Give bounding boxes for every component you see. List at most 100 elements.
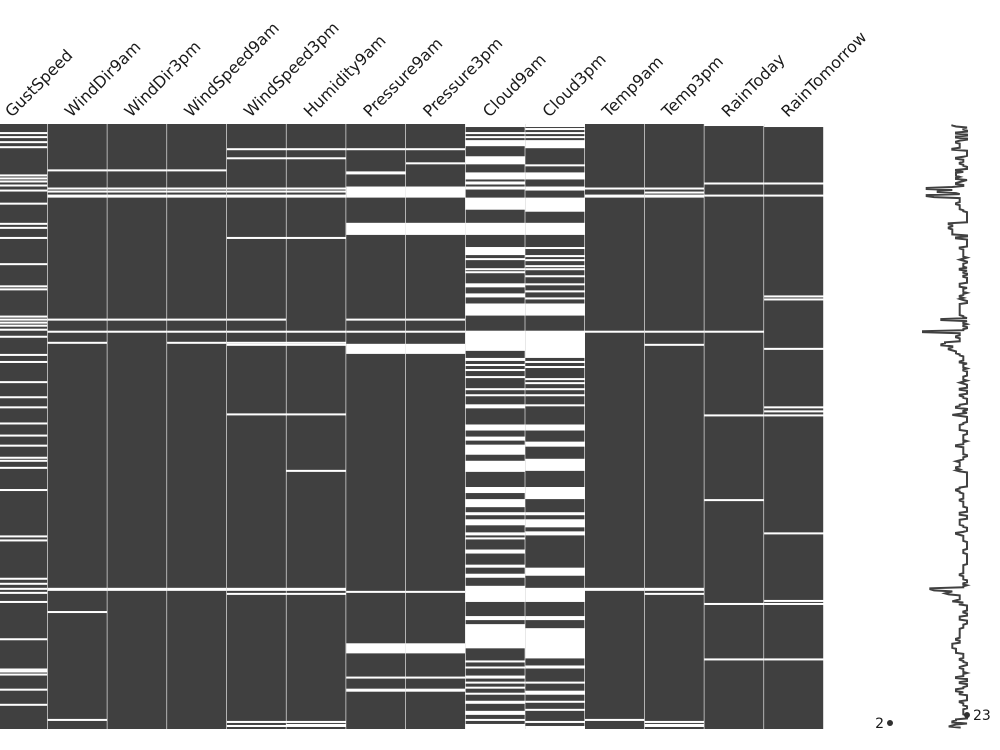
missing-band-windspeed9am-2 (167, 190, 227, 193)
column-raintomorrow-filled (764, 124, 824, 729)
missing-band-cloud3pm-35 (525, 567, 585, 576)
missing-band-cloud9am-2 (465, 136, 526, 139)
missing-band-cloud9am-40 (465, 624, 526, 649)
missing-band-cloud3pm-31 (525, 487, 585, 500)
missing-band-cloud3pm-20 (525, 330, 585, 358)
missing-band-temp9am-0 (585, 187, 645, 190)
missing-band-gustspeed-16 (0, 315, 48, 318)
missing-band-windspeed9am-1 (167, 187, 227, 190)
missing-band-raintoday-5 (704, 499, 765, 502)
missing-band-cloud3pm-5 (525, 164, 585, 167)
missing-band-cloud3pm-27 (525, 404, 585, 407)
missing-band-cloud9am-48 (465, 710, 526, 715)
missing-band-gustspeed-0 (0, 132, 48, 135)
missing-band-windspeed3pm-9 (226, 343, 287, 346)
missing-band-gustspeed-38 (0, 587, 48, 590)
missing-band-pressure9am-10 (346, 688, 406, 692)
missing-band-cloud9am-30 (465, 499, 526, 508)
missing-band-pressure3pm-9 (405, 676, 466, 679)
missing-band-gustspeed-17 (0, 318, 48, 321)
column-winddir3pm (107, 124, 168, 729)
missing-band-windspeed3pm-7 (226, 330, 287, 333)
column-humidity9am (286, 124, 347, 729)
missing-band-winddir3pm-6 (107, 587, 168, 591)
missing-band-cloud9am-11 (465, 258, 526, 261)
missing-band-cloud3pm-4 (525, 140, 585, 149)
missing-band-cloud9am-6 (465, 181, 526, 185)
missing-band-cloud9am-7 (465, 186, 526, 190)
missing-band-cloud3pm-3 (525, 136, 585, 139)
missing-band-cloud9am-41 (465, 660, 526, 663)
column-pressure9am-filled (346, 124, 406, 729)
column-gustspeed (0, 124, 49, 729)
missing-band-windspeed3pm-1 (226, 157, 287, 160)
column-label-temp3pm: Temp3pm (657, 52, 727, 122)
column-humidity9am-filled (286, 124, 347, 729)
missing-band-cloud3pm-43 (525, 708, 585, 711)
missing-band-gustspeed-20 (0, 328, 48, 331)
missing-band-raintomorrow-12 (764, 658, 824, 661)
missing-band-gustspeed-32 (0, 466, 48, 469)
missing-band-windspeed3pm-10 (226, 413, 287, 416)
missing-band-pressure3pm-1 (405, 162, 466, 165)
missing-band-gustspeed-33 (0, 489, 48, 492)
missing-band-cloud3pm-32 (525, 512, 585, 516)
missing-band-winddir9am-4 (47, 318, 108, 321)
missing-band-raintomorrow-8 (764, 414, 824, 417)
missing-band-cloud9am-32 (465, 519, 526, 526)
missing-band-gustspeed-14 (0, 285, 48, 288)
column-pressure3pm-filled (405, 124, 466, 729)
missing-band-cloud9am-4 (465, 156, 526, 165)
missing-band-gustspeed-21 (0, 335, 48, 338)
missing-band-cloud3pm-16 (525, 283, 585, 286)
column-winddir9am (47, 124, 109, 729)
missing-band-pressure9am-5 (346, 330, 406, 333)
missing-band-pressure3pm-6 (405, 343, 466, 354)
missing-band-pressure3pm-5 (405, 330, 466, 333)
missing-band-cloud3pm-9 (525, 222, 585, 235)
column-label-cloud3pm: Cloud3pm (539, 50, 610, 121)
missing-band-humidity9am-1 (286, 157, 347, 160)
missing-band-cloud9am-46 (465, 692, 526, 695)
missing-band-cloud3pm-39 (525, 665, 585, 669)
missing-band-gustspeed-31 (0, 459, 48, 462)
missing-band-gustspeed-36 (0, 577, 48, 580)
missing-band-windspeed3pm-8 (226, 341, 287, 344)
missing-band-cloud9am-33 (465, 532, 526, 536)
missing-band-gustspeed-27 (0, 422, 48, 425)
missing-band-gustspeed-2 (0, 141, 48, 144)
missing-band-cloud3pm-2 (525, 132, 585, 135)
missing-band-gustspeed-34 (0, 535, 48, 538)
missing-band-humidity9am-3 (286, 190, 347, 193)
missing-band-cloud3pm-25 (525, 388, 585, 391)
missing-band-cloud9am-44 (465, 681, 526, 684)
missing-band-cloud9am-45 (465, 686, 526, 689)
missing-band-gustspeed-24 (0, 381, 48, 384)
missing-band-raintomorrow-3 (764, 295, 824, 298)
missing-band-cloud3pm-30 (525, 458, 585, 471)
missing-band-winddir9am-5 (47, 330, 108, 333)
column-label-raintomorrow: RainTomorrow (777, 28, 870, 121)
missing-band-cloud9am-24 (465, 404, 526, 409)
column-label-raintoday: RainToday (718, 50, 789, 121)
missing-band-temp9am-1 (585, 194, 645, 198)
missing-band-humidity9am-4 (286, 194, 347, 198)
missing-band-temp9am-4 (585, 718, 645, 721)
missing-band-windspeed3pm-12 (226, 592, 287, 595)
missing-band-gustspeed-12 (0, 236, 48, 239)
missing-band-raintomorrow-9 (764, 532, 824, 535)
missing-band-cloud9am-20 (465, 369, 526, 372)
missing-band-gustspeed-25 (0, 396, 48, 399)
missing-band-cloud9am-8 (465, 197, 526, 210)
missing-band-raintomorrow-1 (764, 182, 824, 185)
missing-band-gustspeed-1 (0, 136, 48, 139)
missing-band-windspeed3pm-3 (226, 190, 287, 193)
missing-band-winddir9am-3 (47, 194, 108, 198)
column-temp9am (585, 124, 646, 729)
missing-band-cloud9am-50 (465, 723, 526, 729)
missing-band-cloud3pm-17 (525, 290, 585, 293)
missing-band-cloud3pm-22 (525, 366, 585, 369)
missing-band-gustspeed-29 (0, 444, 48, 447)
missing-band-winddir9am-7 (47, 587, 108, 591)
column-raintoday (704, 124, 765, 729)
